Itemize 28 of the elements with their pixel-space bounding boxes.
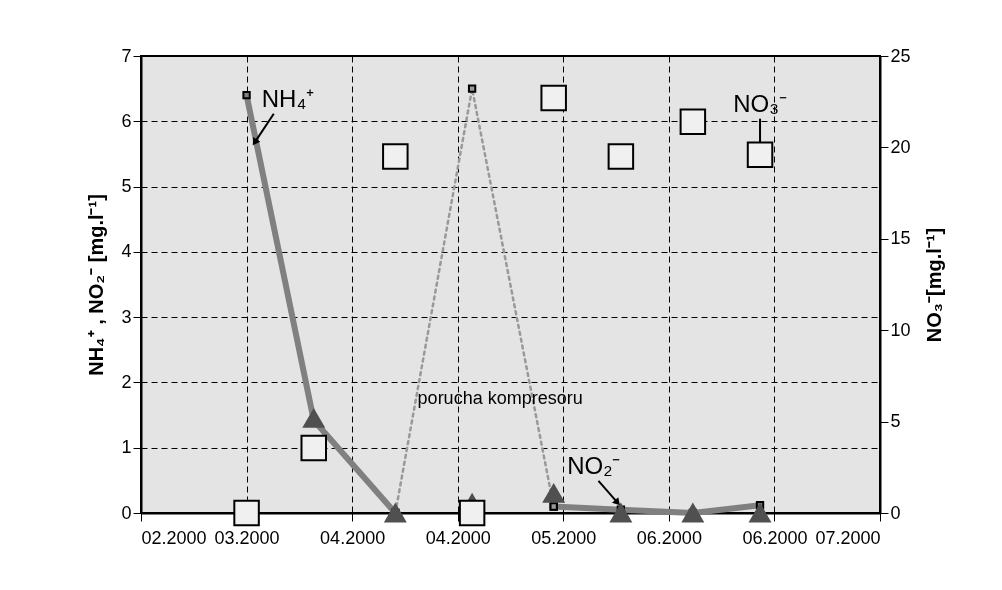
y-tick-label: 3 (121, 306, 132, 327)
y-axis-title: NH₄⁺ , NO₂⁻ [mg.l⁻¹] (85, 194, 108, 376)
y-tick-label: 4 (121, 241, 132, 262)
y-tick-label: 6 (121, 110, 132, 131)
annotation: NO₂⁻ (567, 451, 621, 479)
x-tick-label: 07.2000 (815, 527, 881, 548)
y-tick-label: 0 (121, 502, 132, 523)
x-tick-label: 04.2000 (425, 527, 491, 548)
y2-tick-label: 10 (890, 319, 911, 340)
y-tick-label: 7 (121, 45, 132, 66)
y2-axis-title: NO₃⁻[mg.l⁻¹] (922, 227, 945, 343)
annotation: porucha kompresoru (417, 387, 583, 408)
y2-tick-label: 5 (890, 411, 901, 432)
x-tick-label: 06.2000 (636, 527, 702, 548)
y2-tick-label: 15 (890, 228, 911, 249)
x-tick-label: 06.2000 (742, 527, 808, 548)
y-tick-label: 1 (121, 437, 132, 458)
annotation: NH₄⁺ (261, 84, 315, 112)
x-tick-label: 04.2000 (320, 527, 386, 548)
y2-tick-label: 0 (890, 502, 901, 523)
x-tick-label: 02.2000 (141, 527, 207, 548)
x-tick-label: 05.2000 (531, 527, 597, 548)
y-tick-label: 5 (121, 176, 132, 197)
y-tick-label: 2 (121, 371, 132, 392)
y2-tick-label: 20 (890, 136, 911, 157)
annotation: NO₃⁻ (733, 89, 787, 117)
y2-tick-label: 25 (890, 45, 911, 66)
x-tick-label: 03.2000 (214, 527, 280, 548)
